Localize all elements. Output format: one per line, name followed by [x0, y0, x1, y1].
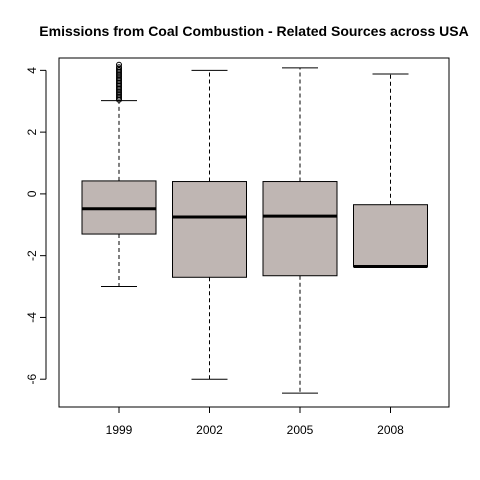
x-tick-label: 2008	[377, 423, 404, 437]
iqr-box	[353, 204, 428, 267]
x-tick-label: 2002	[196, 423, 223, 437]
box-1999	[81, 61, 157, 288]
x-tick-label: 2005	[287, 423, 314, 437]
plot-frame	[58, 57, 450, 408]
y-tick-label: 4	[25, 67, 39, 74]
box-2005	[262, 67, 338, 394]
outlier-point	[116, 61, 122, 68]
iqr-box	[262, 181, 338, 277]
box-2002	[172, 69, 247, 380]
y-tick-label: -4	[25, 312, 39, 323]
outlier-point	[116, 64, 122, 71]
box-2008	[353, 73, 428, 268]
y-tick-label: 2	[25, 128, 39, 135]
chart-title: Emissions from Coal Combustion - Related…	[39, 23, 468, 39]
y-tick-label: -2	[25, 250, 39, 261]
y-tick-label: -6	[25, 374, 39, 385]
x-tick-label: 1999	[106, 423, 133, 437]
y-tick-label: 0	[25, 190, 39, 197]
iqr-box	[172, 181, 247, 278]
